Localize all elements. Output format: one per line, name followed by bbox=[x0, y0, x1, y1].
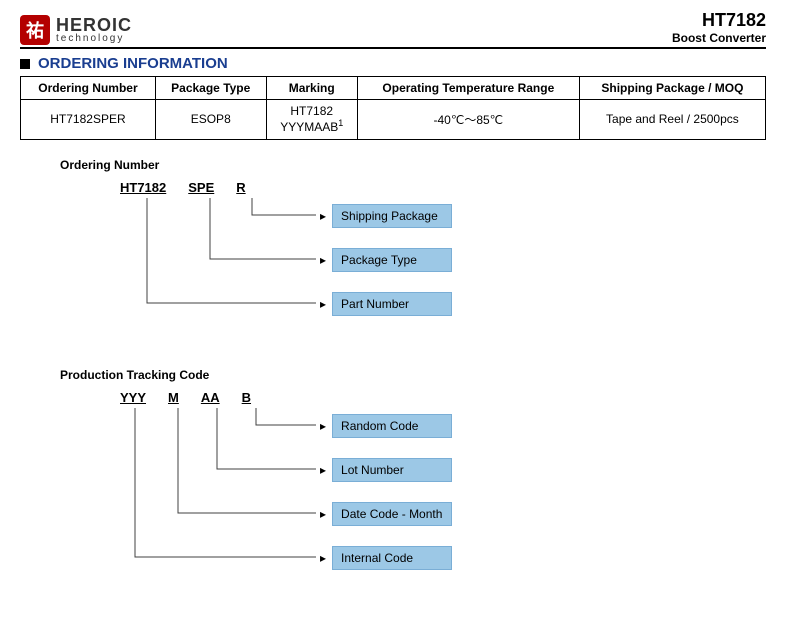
col-marking: Marking bbox=[266, 77, 357, 100]
cell-marking: HT7182 YYYMAAB1 bbox=[266, 100, 357, 140]
label-date-code: Date Code - Month bbox=[320, 502, 452, 526]
cell-temp-range: -40℃～85℃ bbox=[357, 100, 579, 140]
table-row: HT7182SPER ESOP8 HT7182 YYYMAAB1 -40℃～85… bbox=[21, 100, 766, 140]
ordering-diagram: HT7182 SPE R Shipping Package Package Ty… bbox=[120, 180, 766, 350]
page: 祐 HEROIC technology HT7182 Boost Convert… bbox=[0, 0, 786, 620]
label-lot-number: Lot Number bbox=[320, 458, 452, 482]
header-right: HT7182 Boost Converter bbox=[672, 10, 766, 45]
logo-icon: 祐 bbox=[20, 15, 50, 45]
tracking-diagram: YYY M AA B Random Code Lot Number Date C… bbox=[120, 390, 766, 600]
logo-sub: technology bbox=[56, 34, 132, 44]
page-header: 祐 HEROIC technology HT7182 Boost Convert… bbox=[20, 10, 766, 49]
label-package-type: Package Type bbox=[320, 248, 452, 272]
col-package-type: Package Type bbox=[155, 77, 266, 100]
ordering-lines bbox=[120, 180, 320, 350]
logo-text: HEROIC technology bbox=[56, 16, 132, 44]
label-date-code-text: Date Code - Month bbox=[332, 502, 452, 526]
cell-package-type: ESOP8 bbox=[155, 100, 266, 140]
col-temp-range: Operating Temperature Range bbox=[357, 77, 579, 100]
label-lot-number-text: Lot Number bbox=[332, 458, 452, 482]
label-part-number: Part Number bbox=[320, 292, 452, 316]
table-header-row: Ordering Number Package Type Marking Ope… bbox=[21, 77, 766, 100]
marking-line1: HT7182 bbox=[290, 104, 333, 118]
marking-line2: YYYMAAB bbox=[280, 120, 338, 134]
section-title: ORDERING INFORMATION bbox=[20, 55, 766, 72]
col-shipping: Shipping Package / MOQ bbox=[579, 77, 765, 100]
label-package-type-text: Package Type bbox=[332, 248, 452, 272]
tracking-diagram-heading: Production Tracking Code bbox=[60, 368, 766, 382]
label-shipping-package: Shipping Package bbox=[320, 204, 452, 228]
section-bullet-icon bbox=[20, 59, 30, 69]
marking-sup: 1 bbox=[338, 118, 343, 128]
tracking-lines bbox=[120, 390, 320, 600]
label-part-number-text: Part Number bbox=[332, 292, 452, 316]
label-internal-code: Internal Code bbox=[320, 546, 452, 570]
label-internal-code-text: Internal Code bbox=[332, 546, 452, 570]
cell-shipping: Tape and Reel / 2500pcs bbox=[579, 100, 765, 140]
logo-main: HEROIC bbox=[56, 16, 132, 34]
ordering-table: Ordering Number Package Type Marking Ope… bbox=[20, 76, 766, 140]
label-random-code: Random Code bbox=[320, 414, 452, 438]
cell-ordering-number: HT7182SPER bbox=[21, 100, 156, 140]
header-part-number: HT7182 bbox=[672, 10, 766, 31]
col-ordering-number: Ordering Number bbox=[21, 77, 156, 100]
section-title-text: ORDERING INFORMATION bbox=[38, 55, 228, 72]
label-shipping-package-text: Shipping Package bbox=[332, 204, 452, 228]
ordering-diagram-heading: Ordering Number bbox=[60, 158, 766, 172]
logo: 祐 HEROIC technology bbox=[20, 15, 132, 45]
header-part-desc: Boost Converter bbox=[672, 31, 766, 45]
label-random-code-text: Random Code bbox=[332, 414, 452, 438]
